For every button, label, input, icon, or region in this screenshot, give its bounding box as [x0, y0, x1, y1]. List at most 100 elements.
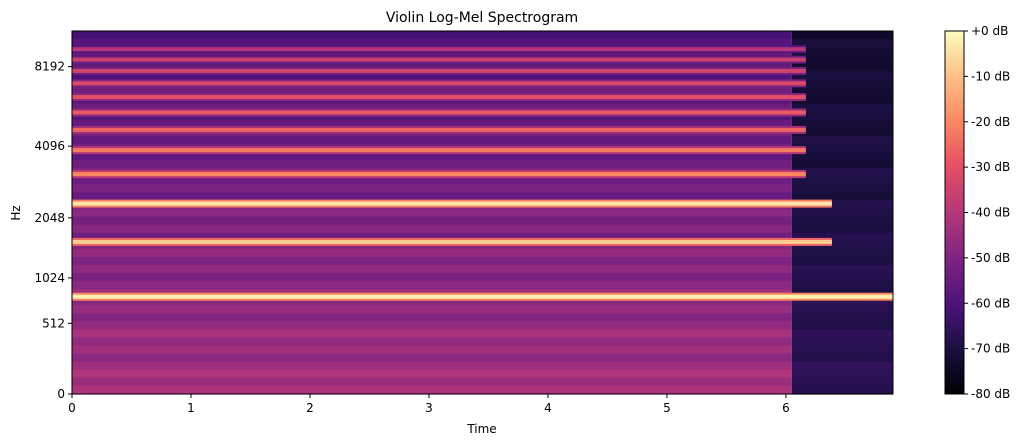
spectrogram-cell — [72, 184, 792, 193]
spectrogram-cell — [72, 361, 792, 371]
spectrogram-cell — [72, 321, 792, 331]
y-tick-label: 4096 — [34, 139, 65, 153]
spectrogram-cell — [791, 31, 893, 40]
spectrogram-cell — [791, 135, 893, 145]
spectrogram-cell — [72, 345, 792, 355]
harmonic-band — [72, 95, 806, 100]
x-axis-label: Time — [466, 422, 496, 436]
colorbar-ticks: +0 dB -10 dB -20 dB -30 dB -40 dB -50 dB -60 d… — [964, 24, 1010, 401]
harmonic-band — [72, 68, 806, 73]
spectrogram-cell — [791, 127, 893, 137]
spectrogram-cell — [791, 176, 893, 185]
harmonic-band — [72, 57, 806, 62]
spectrogram-cell — [72, 264, 792, 274]
spectrogram-cell — [791, 240, 893, 250]
spectrogram-cell — [72, 353, 792, 363]
spectrogram-cell — [791, 256, 893, 266]
spectrogram-cell — [791, 264, 893, 274]
spectrogram-cell — [791, 297, 893, 306]
spectrogram-cell — [72, 377, 792, 387]
harmonic-band — [72, 127, 806, 132]
spectrogram-cell — [791, 305, 893, 314]
spectrogram-cell — [791, 369, 893, 379]
spectrogram-cell — [791, 143, 893, 153]
colorbar-tick-label: -50 dB — [971, 251, 1010, 265]
spectrogram-cell — [72, 71, 792, 80]
spectrogram-cell — [791, 168, 893, 177]
x-tick-label: 5 — [663, 401, 671, 415]
spectrogram-cell — [72, 248, 792, 258]
spectrogram-cell — [791, 119, 893, 129]
spectrogram-cell — [791, 377, 893, 387]
spectrogram-cell — [791, 281, 893, 290]
y-tick-label: 0 — [57, 387, 65, 401]
spectrogram-cell — [72, 208, 792, 218]
spectrogram-cell — [791, 361, 893, 371]
spectrogram-cell — [72, 119, 792, 129]
spectrogram-cell — [791, 337, 893, 347]
plot-frame — [71, 30, 894, 395]
spectrogram-cell — [791, 200, 893, 210]
spectrogram-cell — [791, 224, 893, 234]
spectrogram-cell — [72, 192, 792, 201]
x-tick-label: 1 — [187, 401, 195, 415]
spectrogram-cell — [72, 385, 792, 395]
spectrogram-cell — [72, 176, 792, 185]
spectrogram-cell — [72, 369, 792, 379]
spectrogram-cell — [791, 192, 893, 201]
spectrogram-cell — [791, 55, 893, 64]
harmonic-band — [72, 47, 806, 52]
y-axis-label: Hz — [9, 205, 23, 220]
harmonic-band — [72, 172, 806, 177]
colorbar-tick-label: -40 dB — [971, 206, 1010, 220]
y-tick-label: 1024 — [34, 271, 65, 285]
spectrogram-cell — [72, 39, 792, 48]
spectrogram-cell — [791, 95, 893, 105]
spectrogram-cell — [72, 313, 792, 322]
colorbar-tick-label: +0 dB — [971, 24, 1008, 38]
spectrogram-cell — [791, 152, 893, 161]
spectrogram-cell — [791, 273, 893, 282]
spectrogram-cell — [791, 248, 893, 258]
spectrogram-cell — [72, 305, 792, 314]
spectrogram-cell — [72, 329, 792, 339]
x-tick-label: 2 — [306, 401, 314, 415]
harmonic-band — [72, 201, 832, 206]
spectrogram-cell — [72, 103, 792, 113]
spectrogram-cell — [72, 297, 792, 306]
x-tick-label: 0 — [68, 401, 76, 415]
x-tick-label: 4 — [544, 401, 552, 415]
spectrogram-cell — [72, 31, 792, 40]
spectrogram-cell — [791, 87, 893, 97]
x-axis: 0 1 2 3 4 5 6 — [68, 394, 790, 415]
colorbar-tick-label: -60 dB — [971, 296, 1010, 310]
x-tick-label: 6 — [782, 401, 790, 415]
spectrogram-cell — [72, 135, 792, 145]
y-tick-label: 8192 — [34, 60, 65, 74]
spectrogram-cell — [791, 385, 893, 395]
spectrogram-cell — [791, 321, 893, 331]
spectrogram-cell — [791, 47, 893, 56]
colorbar — [944, 30, 965, 395]
colorbar-tick-label: -30 dB — [971, 160, 1010, 174]
colorbar-tick-label: -80 dB — [971, 387, 1010, 401]
spectrogram-cell — [791, 39, 893, 48]
spectrogram-cell — [791, 232, 893, 242]
spectrogram-cell — [72, 232, 792, 242]
spectrogram-cell — [791, 345, 893, 355]
spectrogram-cell — [791, 329, 893, 339]
spectrogram-cell — [72, 216, 792, 226]
y-tick-label: 2048 — [34, 211, 65, 225]
spectrogram-cell — [72, 152, 792, 161]
spectrogram-cell — [791, 353, 893, 363]
harmonic-band — [72, 110, 806, 115]
spectrogram-cell — [72, 256, 792, 266]
colorbar-tick-label: -20 dB — [971, 115, 1010, 129]
harmonic-band — [72, 294, 893, 299]
spectrogram-cell — [791, 216, 893, 226]
spectrogram-cell — [791, 103, 893, 113]
harmonic-band — [72, 239, 832, 244]
chart-title: Violin Log-Mel Spectrogram — [386, 10, 578, 26]
spectrogram-cell — [72, 160, 792, 169]
